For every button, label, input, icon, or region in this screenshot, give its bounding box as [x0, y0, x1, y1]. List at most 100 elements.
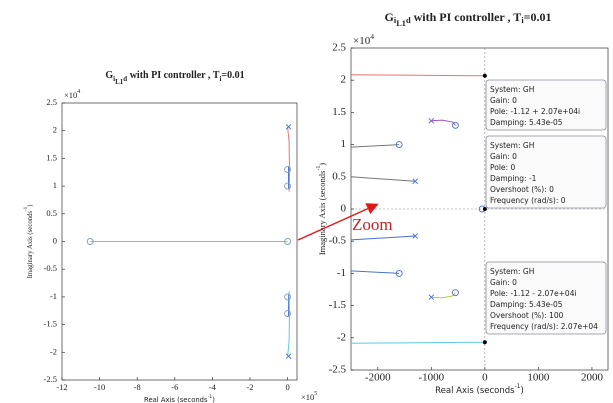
chart-title-part: L1	[115, 78, 124, 86]
datatip-line: System: GH	[490, 267, 534, 276]
locus-branch	[350, 176, 416, 182]
y-axis-label-part: Imaginary Axis (seconds	[317, 171, 327, 256]
x-tick-label: 0	[482, 372, 488, 384]
zero-marker	[451, 121, 459, 129]
y-exponent-part: ×10	[64, 90, 77, 100]
y-tick-label: 2	[53, 125, 57, 135]
zero-marker	[284, 182, 292, 190]
x-tick-label: -2000	[365, 372, 391, 384]
zoom-arrow	[297, 203, 379, 241]
locus-branch	[287, 126, 290, 192]
y-exponent-part: ×10	[353, 35, 371, 47]
locus-branch	[431, 292, 456, 299]
datatip-line: Gain: 0	[490, 96, 517, 105]
y-tick-label: -0.5	[44, 263, 57, 273]
chart-title-part: with PI controller , T	[411, 10, 522, 24]
y-tick-label: 2.5	[332, 42, 346, 54]
zero-marker	[86, 238, 94, 245]
datatip-point	[482, 207, 487, 211]
y-tick-label: 2	[341, 74, 347, 86]
datatip-line: System: GH	[490, 141, 534, 150]
y-axis-label-part: )	[27, 205, 34, 207]
y-exponent: ×104	[353, 32, 374, 47]
y-tick-label: 1.5	[332, 106, 346, 118]
datatip-line: Pole: -1.12 - 2.07e+04i	[490, 289, 577, 298]
y-tick-label: -2	[337, 331, 346, 343]
y-axis-label-part: -1	[316, 166, 322, 171]
chart-title-part: d	[123, 75, 127, 83]
pole-marker	[428, 294, 435, 301]
y-tick-label: -0.5	[329, 235, 347, 247]
x-tick-label: 0	[285, 382, 289, 392]
y-tick-label: 1	[341, 138, 347, 150]
chart-title-part: =0.01	[524, 10, 552, 24]
datatip: System: GH Gain: 0 Pole: 0 Damping: -1 Overs…	[485, 135, 607, 209]
pole-marker	[412, 178, 419, 185]
chart-title-part: i	[521, 16, 524, 25]
datatip-point	[482, 73, 487, 78]
x-tick-label: -4	[209, 382, 217, 392]
x-axis-label-part: Real Axis (seconds	[435, 386, 515, 396]
x-exponent-part: 5	[314, 391, 317, 397]
x-axis-label: Real Axis (seconds-1)	[435, 383, 524, 396]
x-axis-label: Real Axis (seconds-1)	[144, 394, 215, 403]
datatip-line: Damping: 5.43e-05	[490, 118, 563, 127]
locus-branch	[350, 74, 485, 77]
y-exponent-part: 4	[370, 32, 374, 41]
y-exponent: ×104	[64, 89, 80, 100]
x-tick-label: -12	[56, 382, 67, 392]
x-exponent: ×105	[301, 391, 317, 402]
x-axis-label-part: -1	[208, 394, 213, 400]
x-tick-label: -1000	[418, 372, 444, 384]
y-tick-label: -1.5	[44, 319, 57, 329]
y-axis-label-part: Imaginary Axis (seconds	[27, 210, 34, 278]
y-axis-label-part: )	[317, 163, 327, 166]
datatip-box	[485, 79, 607, 131]
y-axis-label: Imaginary Axis (seconds-1)	[316, 163, 327, 255]
chart: -2000 -1000 0 1000 2000 -2.5 -2 -1.5 -1 -0.5 0 0.5 1…	[316, 10, 609, 396]
x-tick-label: -10	[94, 382, 105, 392]
datatip-box	[485, 261, 607, 335]
datatip: System: GH Gain: 0 Pole: -1.12 + 2.07e+04i…	[485, 79, 607, 131]
datatip-point	[482, 340, 487, 345]
locus-branch	[350, 235, 416, 241]
datatip-line: Frequency (rad/s): 0	[490, 196, 566, 205]
pole-marker	[412, 233, 419, 239]
datatip-line: Pole: 0	[490, 163, 515, 172]
zero-marker	[451, 289, 459, 297]
y-exponent-part: 4	[77, 89, 80, 95]
x-tick-label: 1000	[527, 372, 550, 384]
chart-title: GiL1d with PI controller , Ti=0.01	[385, 10, 552, 28]
zero-marker	[395, 141, 403, 149]
chart-title: GiL1d with PI controller , Ti=0.01	[105, 70, 244, 85]
chart-title-part: with PI controller , T	[127, 70, 220, 81]
datatip-line: Overshoot (%): 0	[490, 185, 554, 194]
y-tick-label: 0.5	[46, 208, 57, 218]
locus-branch	[350, 341, 485, 344]
locus-branch	[350, 144, 400, 148]
datatip-line: Pole: -1.12 + 2.07e+04i	[490, 107, 580, 116]
datatip-line: Damping: -1	[490, 174, 537, 183]
datatip-box	[485, 135, 607, 209]
chart-title-part: i	[219, 75, 221, 83]
zero-marker	[284, 310, 292, 317]
datatip-line: Gain: 0	[490, 152, 517, 161]
y-tick-label: -2.5	[329, 364, 347, 376]
pole-marker	[285, 124, 292, 130]
y-tick-label: 1	[53, 180, 57, 190]
locus-branch	[287, 291, 290, 357]
datatip-line: Overshoot (%): 100	[490, 311, 564, 320]
locus-branch	[431, 119, 456, 126]
plots: -12 -10 -8 -6 -4 -2 0-2.5-2-1.5-1-0.500.511.52…	[24, 10, 609, 403]
x-exponent-part: ×10	[301, 392, 314, 402]
y-tick-label: 0	[341, 203, 347, 215]
locus-branch	[350, 270, 400, 274]
y-tick-label: -1	[50, 291, 57, 301]
x-axis-label-part: Real Axis (seconds	[144, 396, 208, 403]
zoom-label: Zoom	[352, 215, 393, 234]
datatip-line: Gain: 0	[490, 278, 517, 287]
y-axis-label: Imaginary Axis (seconds-1)	[24, 205, 33, 279]
x-axis-label-part: )	[521, 386, 524, 396]
datatip-line: System: GH	[490, 85, 534, 94]
chart-title-part: L1	[396, 19, 406, 28]
